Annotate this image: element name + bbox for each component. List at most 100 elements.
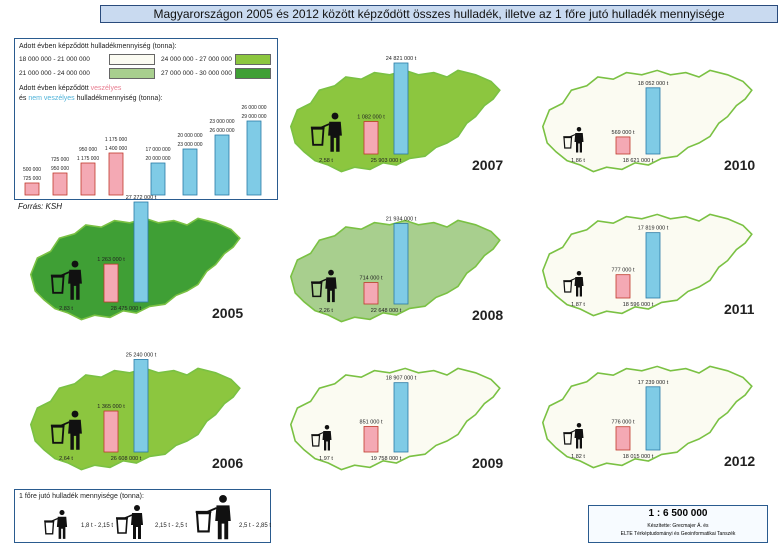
nonhaz-value: 25 240 000 t	[126, 352, 157, 358]
legend-nonhaz-bar	[150, 162, 166, 196]
map-2008: 21 934 000 t 714 000 t 22 648 000 t 2,26 t 2…	[289, 217, 503, 323]
legend-nonhaz-tick-top: 20 000 000	[177, 133, 202, 139]
legend-class-1-label: 18 000 000 - 21 000 000	[19, 56, 90, 63]
legend-haz-tick-top: 500 000	[23, 167, 41, 173]
haz-bar	[615, 136, 631, 155]
legend-haz-title-mid: és	[19, 95, 27, 102]
map-2007: 24 821 000 t 1 082 000 t 25 903 000 t 2,58 …	[289, 56, 503, 173]
per-capita-icon-large	[195, 495, 231, 540]
legend-nonhaz-tick-top: 26 000 000	[241, 105, 266, 111]
legend-nonhaz-bar	[182, 148, 198, 196]
legend-haz-title-post: hulladékmennyiség (tonna):	[76, 95, 163, 102]
year-label: 2010	[724, 157, 755, 173]
per-capita-value: 2,26 t	[319, 308, 333, 314]
legend-nonhaz-tick-top: 23 000 000	[209, 119, 234, 125]
map-title: Magyarországon 2005 és 2012 között képző…	[153, 7, 725, 21]
nonhaz-bar	[133, 201, 149, 303]
nonhaz-bar	[393, 223, 409, 305]
map-2011: 17 819 000 t 777 000 t 18 596 000 t 1,87 t 2…	[541, 213, 755, 317]
legend-haz-title-line1: Adott évben képződött veszélyes	[19, 85, 121, 92]
map-2005: 27 272 000 t1 263 000 t28 475 000 t2,83 …	[29, 195, 243, 321]
haz-bar	[103, 410, 119, 453]
credits-line2: ELTE Térképtudományi és Geoinformatikai …	[620, 531, 736, 537]
legend-haz-title-line2: és nem veszélyes hulladékmennyiség (tonn…	[19, 95, 163, 102]
legend-class-1-swatch	[109, 54, 155, 65]
total-value: 22 648 000 t	[371, 308, 402, 314]
legend-haz-bar	[108, 152, 124, 196]
per-capita-value: 2,64 t	[59, 456, 73, 462]
haz-value: 1 263 000 t	[97, 257, 125, 263]
per-capita-icon	[563, 127, 584, 153]
haz-value: 776 000 t	[612, 420, 635, 426]
legend-nonhaz-tick: 29 000 000	[241, 114, 266, 120]
haz-bar	[615, 274, 631, 299]
total-value: 18 015 000 t	[623, 454, 654, 460]
year-label: 2009	[472, 455, 503, 471]
per-capita-value: 1,97 t	[319, 456, 333, 462]
per-capita-class-2: 2,15 t - 2,5 t	[155, 523, 188, 529]
country-outline	[289, 219, 501, 323]
haz-value: 1 365 000 t	[97, 404, 125, 410]
country-outline	[289, 69, 501, 173]
map-scale: 1 : 6 500 000	[648, 508, 708, 519]
legend-class-3-label: 21 000 000 - 24 000 000	[19, 70, 90, 77]
legend-class-2-label: 24 000 000 - 27 000 000	[161, 56, 232, 63]
haz-value: 569 000 t	[612, 130, 635, 136]
nonhaz-bar	[645, 232, 661, 299]
per-capita-icon	[311, 269, 337, 303]
per-capita-legend-title: 1 főre jutó hulladék mennyisége (tonna):	[19, 493, 144, 500]
nonhaz-bar	[133, 359, 149, 453]
year-label: 2008	[472, 307, 503, 323]
legend-haz-tick: 950 000	[51, 166, 69, 172]
year-label: 2007	[472, 157, 503, 173]
legend-haz-bar	[24, 182, 40, 196]
country-outline	[29, 367, 241, 471]
legend-bar-scale: 725 000 500 000 950 000 725 000 1 175 000 950…	[23, 105, 267, 196]
per-capita-icon	[310, 112, 342, 152]
legend-nonhaz-tick: 20 000 000	[145, 156, 170, 162]
haz-value: 777 000 t	[612, 268, 635, 274]
country-outline	[541, 69, 753, 173]
per-capita-icon	[50, 410, 82, 450]
per-capita-value: 2,83 t	[59, 306, 73, 312]
per-capita-legend-icons	[44, 495, 231, 540]
total-value: 25 903 000 t	[371, 158, 402, 164]
haz-bar	[615, 426, 631, 451]
haz-bar	[103, 263, 119, 303]
per-capita-value: 1,86 t	[571, 158, 585, 164]
nonhaz-bar	[393, 62, 409, 155]
credits-line1: Készítette: Grecmajer Á. és	[647, 523, 709, 529]
legend-nonhaz-bar	[246, 120, 262, 196]
legend-nonhaz-tick-top: 17 000 000	[145, 147, 170, 153]
total-value: 19 758 000 t	[371, 456, 402, 462]
legend-class-3-swatch	[109, 68, 155, 79]
per-capita-icon	[311, 425, 332, 451]
year-label: 2006	[212, 455, 243, 471]
legend-panel: Adott évben képződött hulladékmennyiség …	[14, 38, 278, 200]
map-2012: 17 239 000 t 776 000 t 18 015 000 t 1,82 t 2…	[541, 365, 755, 469]
per-capita-class-1: 1,8 t - 2,15 t	[81, 523, 114, 529]
title-bar: Magyarországon 2005 és 2012 között képző…	[100, 5, 778, 23]
legend-haz-bar	[52, 172, 68, 196]
per-capita-icon	[563, 271, 584, 297]
legend-haz-tick-top: 950 000	[79, 147, 97, 153]
nonhaz-bar	[645, 386, 661, 451]
legend-haz-tick-top: 725 000	[51, 157, 69, 163]
year-label: 2005	[212, 305, 243, 321]
legend-class-2-swatch	[235, 54, 271, 65]
per-capita-icon	[50, 260, 82, 300]
year-label: 2011	[724, 301, 755, 317]
nonhaz-bar	[645, 87, 661, 155]
haz-bar	[363, 282, 379, 305]
nonhaz-value: 17 239 000 t	[638, 380, 669, 386]
nonhaz-value: 18 052 000 t	[638, 81, 669, 87]
per-capita-icon	[563, 423, 584, 449]
legend-nonhaz-word: nem veszélyes	[28, 95, 75, 102]
country-outline	[541, 365, 753, 469]
legend-nonhaz-bar	[214, 134, 230, 196]
haz-bar	[363, 121, 379, 155]
nonhaz-value: 17 819 000 t	[638, 226, 669, 232]
legend-haz-tick: 725 000	[23, 176, 41, 182]
country-outline	[29, 217, 241, 321]
source-note: Forrás: KSH	[18, 202, 63, 211]
